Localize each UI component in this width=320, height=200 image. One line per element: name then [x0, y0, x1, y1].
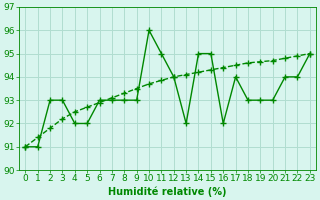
X-axis label: Humidité relative (%): Humidité relative (%) — [108, 186, 227, 197]
